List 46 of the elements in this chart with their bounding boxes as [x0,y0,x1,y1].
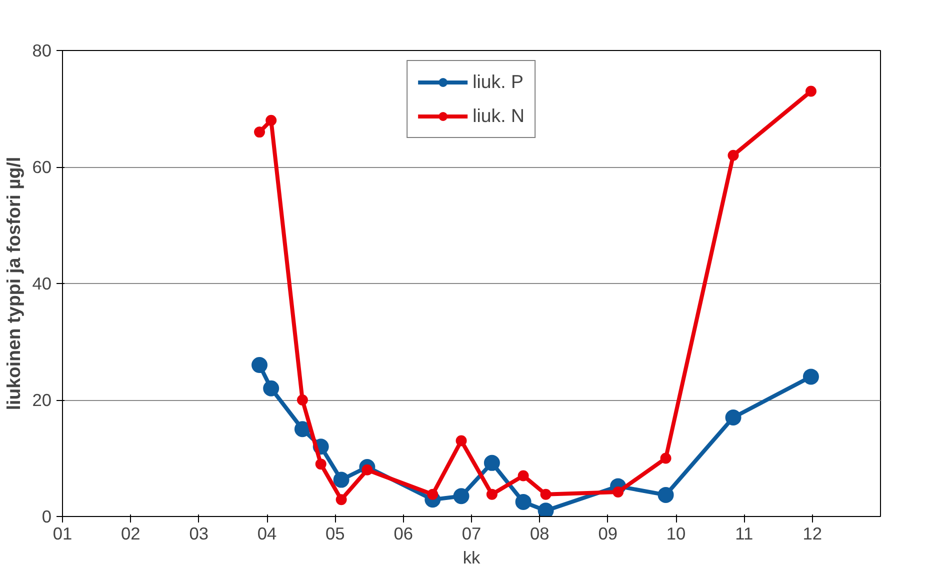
y-tick-label: 60 [32,157,52,177]
point [427,488,438,500]
point [658,486,674,503]
point [336,494,347,506]
x-tick-label: 12 [802,524,822,544]
point [453,488,470,504]
x-tick-label: 02 [121,524,140,544]
x-tick-label: 06 [394,524,413,544]
point [263,380,280,396]
point [805,86,816,97]
point [266,114,277,126]
x-tick-label: 10 [666,524,686,544]
point [486,488,498,500]
x-tick-label: 01 [52,524,72,544]
x-tick-label: 09 [598,524,618,544]
point [333,472,350,488]
x-tick-label: 08 [530,524,550,544]
x-tick-label: 11 [735,524,754,544]
y-tick-label: 20 [32,390,52,410]
point [254,126,265,138]
point [294,421,310,438]
x-tick-label: 05 [326,524,345,544]
y-tick-label: 40 [32,274,52,294]
point [252,357,268,374]
point [518,470,529,482]
point [540,488,552,500]
legend-label: liuk. N [472,105,524,127]
point [538,502,554,516]
point [315,458,326,470]
y-tick-label: 80 [32,40,52,60]
point [725,409,742,426]
point [802,368,819,385]
point [515,494,532,510]
point [296,394,308,406]
point [612,486,624,498]
point [728,150,739,161]
x-tick-label: 03 [189,524,208,544]
legend-label: liuk. P [472,71,524,93]
x-axis-title: kk [462,548,480,568]
point [484,454,500,471]
x-tick-label: 07 [462,524,482,544]
y-tick-label: 0 [42,506,52,526]
y-axis-title: liukoinen typpi ja fosfori µg/l [3,156,24,410]
x-tick-label: 04 [257,524,277,544]
point [456,435,467,446]
point [660,452,672,464]
